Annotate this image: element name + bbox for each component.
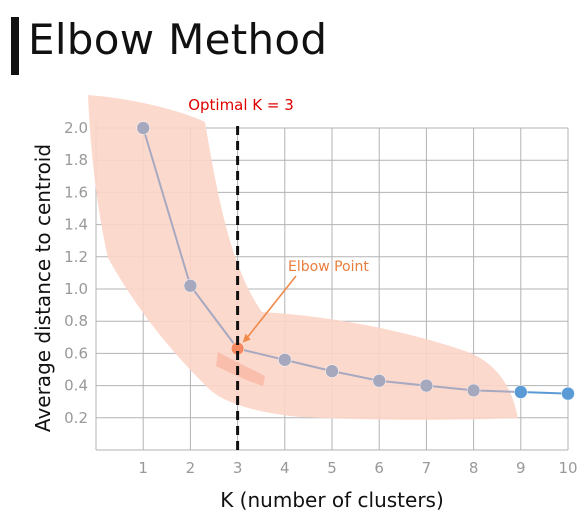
x-tick-label: 6 [374,459,384,477]
y-tick-label: 2.0 [64,119,88,137]
data-points [136,121,575,401]
data-point [278,353,292,367]
data-point [183,279,198,293]
data-point [466,383,481,398]
elbow-arrow-line [244,275,297,341]
x-axis-label: K (number of clusters) [220,488,444,512]
y-tick-label: 1.4 [64,216,88,234]
highlight-band [88,95,518,420]
x-tick-label: 5 [327,459,337,477]
data-point [419,378,434,393]
y-tick-label: 0.8 [64,312,88,330]
y-tick-label: 1.8 [64,151,88,169]
data-point [372,374,386,388]
elbow-point-label: Elbow Point [288,259,369,275]
y-tick-label: 1.6 [64,183,88,201]
data-point [136,121,150,135]
x-tick-label: 3 [233,459,243,477]
chart-title: Elbow Method [28,15,328,64]
y-axis-label: Average distance to centroid [31,144,55,432]
y-tick-label: 0.6 [64,344,88,362]
x-tick-label: 2 [186,459,196,477]
x-tick-label: 1 [138,459,148,477]
optimal-k-label: Optimal K = 3 [188,96,294,114]
optimal-k-marker [236,126,297,454]
tick-labels: 1 2 3 4 5 6 7 8 9 10 0.2 0.4 0.6 0.8 1.0 1.2 1.4 1.6 1.8 2.… [64,119,577,477]
band-accent [216,352,265,386]
title-accent-bar [11,17,19,75]
x-tick-label: 10 [558,459,577,477]
data-point [561,386,575,401]
x-tick-label: 9 [516,459,526,477]
y-tick-label: 1.0 [64,280,88,298]
data-point [325,364,339,378]
x-tick-label: 7 [422,459,432,477]
x-tick-label: 4 [280,459,290,477]
series-tail-line [520,391,569,395]
y-tick-label: 1.2 [64,248,88,266]
elbow-arrowhead [242,333,251,343]
band-shape [88,95,518,420]
x-tick-label: 8 [469,459,479,477]
y-tick-label: 0.2 [64,409,88,427]
y-tick-label: 0.4 [64,377,88,395]
data-point [514,385,528,399]
